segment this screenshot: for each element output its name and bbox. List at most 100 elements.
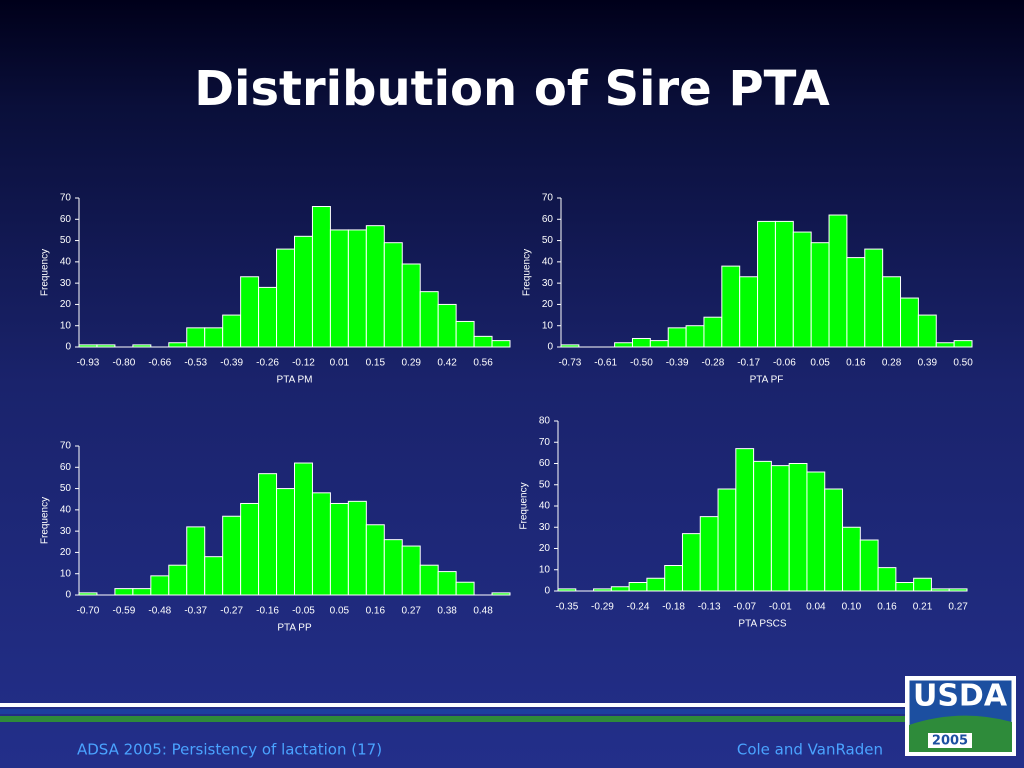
- y-tick-label: 0: [65, 590, 71, 601]
- bar: [703, 316, 723, 348]
- bar: [347, 500, 367, 596]
- bar: [859, 539, 879, 592]
- bar: [186, 526, 206, 596]
- bar: [258, 286, 278, 348]
- x-tick-label: 0.05: [330, 606, 350, 617]
- x-axis-title: PTA PF: [750, 375, 784, 386]
- bar: [258, 473, 278, 596]
- bar: [685, 325, 705, 348]
- bar: [204, 327, 224, 348]
- bar: [222, 314, 242, 348]
- bar: [222, 515, 242, 596]
- x-tick-label: 0.27: [948, 602, 968, 613]
- bar: [753, 460, 772, 592]
- y-tick-label: 20: [539, 543, 551, 554]
- bar: [329, 502, 349, 596]
- y-tick-label: 0: [65, 342, 71, 353]
- bar: [917, 314, 937, 348]
- y-tick-label: 40: [60, 256, 72, 267]
- bar: [132, 588, 152, 596]
- y-tick-label: 10: [539, 564, 551, 575]
- bar: [168, 564, 188, 596]
- bar: [365, 524, 385, 596]
- x-tick-label: -0.24: [627, 602, 650, 613]
- bar: [419, 291, 439, 348]
- bar: [401, 263, 421, 348]
- footer-stripe: [0, 703, 905, 707]
- y-tick-label: 10: [542, 320, 554, 331]
- x-tick-label: 0.01: [330, 358, 350, 369]
- y-tick-label: 30: [542, 278, 554, 289]
- y-tick-label: 80: [539, 416, 551, 427]
- bar: [294, 462, 313, 596]
- y-axis-title: Frequency: [522, 249, 533, 296]
- x-tick-label: -0.06: [773, 358, 796, 369]
- x-tick-label: -0.61: [594, 358, 617, 369]
- x-tick-label: -0.39: [666, 358, 689, 369]
- bar: [882, 276, 902, 348]
- x-tick-label: -0.93: [77, 358, 100, 369]
- bar: [810, 242, 830, 348]
- bar: [895, 582, 915, 592]
- x-tick-label: 0.28: [882, 358, 902, 369]
- x-tick-label: -0.28: [701, 358, 724, 369]
- x-tick-label: -0.70: [77, 606, 100, 617]
- x-tick-label: 0.05: [810, 358, 830, 369]
- bar: [240, 502, 260, 596]
- y-tick-label: 30: [60, 278, 72, 289]
- bar: [900, 297, 919, 348]
- footer-stripe: [0, 709, 905, 714]
- footer-left: ADSA 2005: Persistency of lactation (17): [77, 741, 382, 759]
- y-tick-label: 30: [539, 522, 551, 533]
- y-tick-label: 20: [542, 299, 554, 310]
- y-tick-label: 40: [542, 256, 554, 267]
- x-tick-label: -0.66: [148, 358, 171, 369]
- bar: [788, 463, 808, 592]
- x-tick-label: -0.26: [256, 358, 279, 369]
- x-tick-label: -0.17: [737, 358, 760, 369]
- y-tick-label: 50: [542, 235, 554, 246]
- y-axis-title: Frequency: [40, 497, 51, 544]
- bar: [114, 588, 134, 596]
- y-tick-label: 50: [539, 479, 551, 490]
- bar: [491, 340, 511, 348]
- x-tick-label: -0.13: [698, 602, 721, 613]
- y-tick-label: 50: [60, 235, 72, 246]
- bar: [774, 220, 794, 348]
- footer-right: Cole and VanRaden: [737, 741, 883, 759]
- x-tick-label: -0.07: [733, 602, 756, 613]
- bar: [699, 516, 719, 592]
- bar: [846, 257, 866, 348]
- bar: [739, 276, 759, 348]
- logo: USDA 2005: [905, 676, 1016, 756]
- x-tick-label: -0.35: [555, 602, 578, 613]
- bar: [347, 229, 367, 348]
- y-tick-label: 60: [60, 462, 72, 473]
- x-tick-label: -0.18: [662, 602, 685, 613]
- bar: [614, 342, 633, 348]
- x-tick-label: -0.29: [591, 602, 614, 613]
- x-tick-label: 0.16: [846, 358, 866, 369]
- bar: [473, 335, 493, 348]
- x-tick-label: 0.39: [918, 358, 938, 369]
- bar: [877, 567, 897, 592]
- bar: [437, 571, 457, 596]
- bar: [667, 327, 687, 348]
- x-tick-label: 0.16: [877, 602, 897, 613]
- bar: [953, 340, 973, 348]
- bar: [681, 533, 701, 592]
- y-tick-label: 10: [60, 568, 72, 579]
- bar: [311, 206, 331, 348]
- bar: [150, 575, 170, 596]
- x-tick-label: 0.48: [473, 606, 493, 617]
- x-tick-label: -0.27: [220, 606, 243, 617]
- bar: [806, 471, 826, 592]
- bar: [792, 231, 812, 348]
- bar: [383, 539, 403, 596]
- y-tick-label: 60: [539, 458, 551, 469]
- x-axis-title: PTA PP: [277, 623, 312, 634]
- x-tick-label: -0.16: [256, 606, 279, 617]
